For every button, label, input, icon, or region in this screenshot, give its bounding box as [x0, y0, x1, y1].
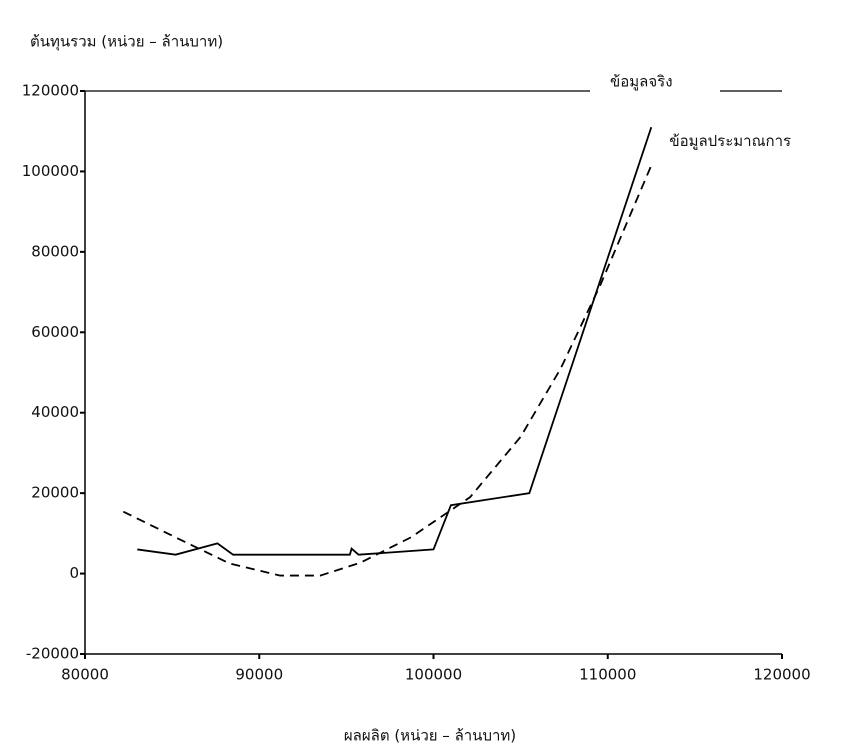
x-tick-label: 110000 — [579, 666, 636, 684]
series-label: ข้อมูลจริง — [610, 73, 673, 91]
y-tick-label: 100000 — [22, 162, 79, 180]
y-axis-title: ต้นทุนรวม (หน่วย – ล้านบาท) — [30, 33, 223, 52]
y-tick-label: 120000 — [22, 82, 79, 100]
chart: ต้นทุนรวม (หน่วย – ล้านบาท) ผลผลิต (หน่ว… — [0, 0, 855, 751]
y-tick-label: 40000 — [31, 403, 79, 421]
series-line — [123, 165, 651, 575]
x-tick-label: 90000 — [235, 666, 283, 684]
y-tick-label: 0 — [69, 564, 79, 582]
series-label: ข้อมูลประมาณการ — [669, 132, 791, 150]
x-tick-label: 100000 — [405, 666, 462, 684]
y-tick-label: 60000 — [31, 323, 79, 341]
y-tick-label: -20000 — [26, 645, 79, 663]
x-axis-title: ผลผลิต (หน่วย – ล้านบาท) — [344, 727, 516, 745]
y-tick-label: 80000 — [31, 242, 79, 260]
y-tick-label: 20000 — [31, 484, 79, 502]
series-line — [137, 127, 651, 554]
x-tick-label: 120000 — [753, 666, 810, 684]
x-tick-label: 80000 — [61, 666, 109, 684]
